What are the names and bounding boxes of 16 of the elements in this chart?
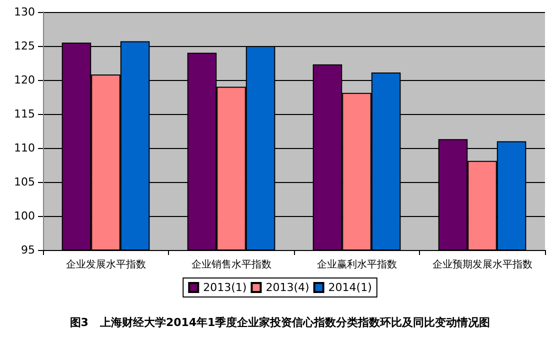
y-tick-label: 100	[14, 210, 35, 222]
legend-label: 2013(4)	[266, 281, 310, 294]
legend-label: 2014(1)	[328, 281, 372, 294]
y-tick-label: 105	[14, 176, 35, 188]
y-tick-label: 125	[14, 40, 35, 52]
y-tick-label: 95	[21, 244, 35, 256]
x-tick-label: 企业预期发展水平指数	[432, 258, 532, 270]
legend-label: 2013(1)	[203, 281, 247, 294]
x-tick-label: 企业销售水平指数	[191, 258, 272, 270]
y-tick-label: 110	[14, 142, 35, 154]
y-tick-label: 120	[14, 74, 35, 86]
x-tick-label: 企业发展水平指数	[66, 258, 146, 270]
y-tick-label: 130	[14, 6, 35, 18]
y-tick-label: 115	[14, 108, 35, 120]
text: 图3 上海财经大学2014年1季度企业家投资信心指数分类指数环比及同比变动情况图	[70, 316, 490, 329]
x-tick-label: 企业赢利水平指数	[316, 258, 397, 270]
